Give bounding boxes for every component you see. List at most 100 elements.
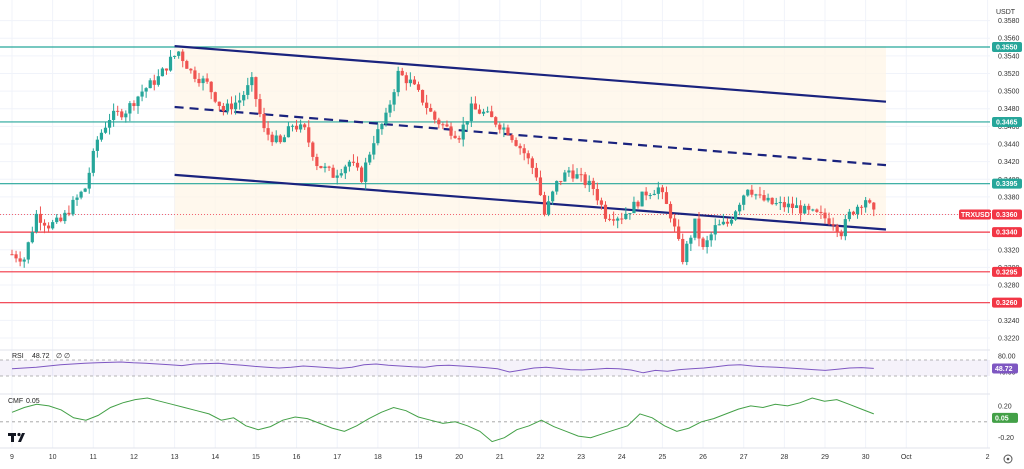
time-tick-label: 17 <box>333 454 341 461</box>
candle-body <box>542 195 547 215</box>
candle-body <box>864 200 868 208</box>
candle-body <box>189 68 193 71</box>
candle-body <box>477 109 482 114</box>
candle-body <box>603 204 608 219</box>
candle-body <box>128 103 132 114</box>
candle-body <box>490 111 494 118</box>
candle-body <box>636 201 640 207</box>
time-tick-label: 19 <box>415 454 423 461</box>
candle-body <box>319 166 323 169</box>
settings-icon[interactable] <box>1003 454 1013 464</box>
candle-body <box>38 213 43 223</box>
candle-body <box>514 140 518 146</box>
candle-body <box>112 110 116 120</box>
cmf-label: CMF <box>8 398 23 405</box>
candle-body <box>347 161 351 167</box>
candle-body <box>660 187 664 193</box>
candle-body <box>668 203 673 219</box>
candle-body <box>173 55 177 57</box>
candle-body <box>140 91 144 97</box>
candle-body <box>376 129 380 144</box>
candle-body <box>136 96 140 107</box>
currency-label: USDT <box>996 9 1016 16</box>
candle-body <box>445 124 449 127</box>
candle-body <box>632 201 636 214</box>
cmf-tick-label: 0.20 <box>998 403 1012 410</box>
candle-body <box>278 135 282 143</box>
candle-body <box>412 79 417 85</box>
price-tick-label: 0.3500 <box>998 89 1020 96</box>
candle-body <box>233 102 238 110</box>
time-tick-label: 24 <box>618 454 626 461</box>
channel-lower-line <box>174 173 887 231</box>
cmf-value-tag-label: 0.05 <box>995 415 1009 422</box>
candle-body <box>168 56 173 71</box>
time-tick-label: 27 <box>740 454 748 461</box>
candle-body <box>555 180 559 192</box>
candle-body <box>250 77 254 86</box>
rsi-value-tag-label: 48.72 <box>995 366 1013 373</box>
candle-body <box>364 162 368 182</box>
candle-body <box>506 127 510 136</box>
candle-body <box>595 188 599 201</box>
candle-body <box>790 203 795 208</box>
candle-body <box>420 89 425 103</box>
candle-body <box>181 51 185 62</box>
candle-body <box>441 124 445 126</box>
candle-body <box>664 192 669 204</box>
candle-body <box>526 153 530 159</box>
candle-body <box>599 200 604 205</box>
price-tick-label: 0.3560 <box>998 36 1020 43</box>
candle-body <box>95 139 99 151</box>
candle-body <box>473 103 478 110</box>
candle-body <box>729 219 734 224</box>
candle-body <box>22 259 26 262</box>
candle-body <box>530 158 534 168</box>
candle-body <box>839 232 843 237</box>
candle-body <box>107 119 112 128</box>
candle-body <box>339 173 343 176</box>
candle-body <box>217 101 221 106</box>
cmf-line <box>11 397 874 443</box>
candle-body <box>433 111 437 120</box>
candle-body <box>311 142 315 157</box>
candle-body <box>30 232 34 243</box>
candle-body <box>481 111 486 114</box>
candle-body <box>34 213 38 233</box>
candle-body <box>697 218 701 239</box>
candle-body <box>79 191 83 198</box>
candle-body <box>855 206 860 215</box>
candle-body <box>811 209 815 211</box>
candle-body <box>116 110 120 112</box>
candle-body <box>872 202 876 210</box>
candle-body <box>685 243 689 263</box>
candle-body <box>672 218 677 227</box>
candle-body <box>14 254 18 259</box>
cmf-tick-label: -0.20 <box>998 435 1014 442</box>
candle-body <box>246 85 250 95</box>
candle-body <box>83 188 87 192</box>
time-tick-label: 12 <box>130 454 138 461</box>
candle-body <box>851 211 856 215</box>
level-tag-support <box>992 227 1022 238</box>
candle-body <box>567 170 571 173</box>
candle-body <box>693 218 697 238</box>
candle-body <box>786 203 791 208</box>
candle-body <box>575 174 579 179</box>
cmf-value-label: 0.05 <box>26 398 40 405</box>
rsi-tick-label: 80.00 <box>998 354 1016 361</box>
candle-body <box>303 124 307 128</box>
candle-body <box>709 234 713 241</box>
candle-body <box>807 205 811 210</box>
candle-body <box>221 105 225 112</box>
level-tag-label: 0.3395 <box>996 181 1018 188</box>
level-tag-label: 0.3465 <box>996 119 1018 126</box>
candle-body <box>26 242 30 260</box>
candle-body <box>571 170 575 179</box>
candle-body <box>46 225 51 229</box>
candle-body <box>266 128 270 135</box>
time-tick-label: 30 <box>862 454 870 461</box>
candle-body <box>453 135 457 139</box>
